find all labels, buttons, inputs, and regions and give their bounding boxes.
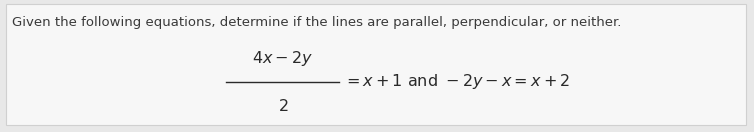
- Text: Given the following equations, determine if the lines are parallel, perpendicula: Given the following equations, determine…: [12, 16, 621, 29]
- Text: $= x + 1\ \mathrm{and}\ -2y - x = x + 2$: $= x + 1\ \mathrm{and}\ -2y - x = x + 2$: [343, 72, 570, 91]
- Text: $4x - 2y$: $4x - 2y$: [252, 49, 314, 68]
- Text: $2$: $2$: [277, 98, 288, 114]
- FancyBboxPatch shape: [6, 4, 746, 125]
